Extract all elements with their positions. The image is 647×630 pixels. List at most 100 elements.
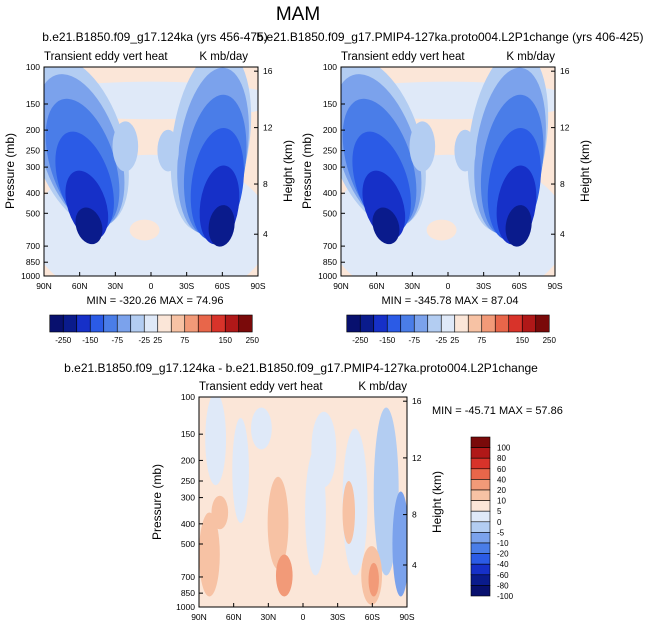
colorbar-label: -25 [435, 336, 447, 345]
y-tick-label: 250 [181, 476, 195, 486]
colorbar-swatch [467, 314, 483, 333]
colorbar-swatch [130, 314, 145, 333]
y-tick-label: 500 [26, 208, 40, 218]
difference-contour [211, 495, 229, 530]
x-tick-label: 90S [547, 281, 562, 291]
colorbar-swatch [470, 532, 491, 544]
colorbar-swatch [211, 314, 226, 333]
contour-layers [44, 67, 258, 276]
colorbar-swatch [359, 314, 375, 333]
x-tick-label: 30S [476, 281, 491, 291]
colorbar-swatch [470, 574, 491, 586]
difference-contour [368, 562, 379, 597]
panel-2-right-string: K mb/day [506, 51, 555, 63]
panel-3-stats: MIN = -45.71 MAX = 57.86 [432, 405, 563, 417]
panel-3-right-string: K mb/day [358, 381, 407, 393]
colorbar-label: 250 [246, 336, 260, 345]
colorbar-swatch [427, 314, 442, 333]
difference-contour [311, 411, 337, 488]
difference-contour [267, 476, 289, 570]
colorbar-swatch [494, 314, 510, 333]
colorbar-swatch [400, 314, 415, 333]
colorbar-label: -60 [497, 571, 509, 580]
x-tick-label: 30N [108, 281, 124, 291]
colorbar-label: 150 [516, 336, 530, 345]
panel-1-title: b.e21.B1850.f09_g17.124ka (yrs 456-475) [42, 30, 268, 44]
panel-2-colorbar: -250 -150 -75 -25 25 75 150 250 [346, 314, 557, 345]
y-tick-label: 700 [181, 572, 195, 582]
y-tick-label: 400 [181, 519, 195, 529]
y-tick-label: 250 [323, 146, 337, 156]
x-tick-label: 60N [72, 281, 88, 291]
colorbar-label: 60 [497, 465, 506, 474]
colorbar-label: -100 [497, 592, 514, 601]
panel-1-right-string: K mb/day [199, 51, 248, 63]
panel-1: b.e21.B1850.f09_g17.124ka (yrs 456-475) … [3, 30, 295, 345]
panel-3-left-string: Transient eddy vert heat [199, 381, 323, 393]
colorbar-swatch [470, 521, 491, 533]
y-tick-label: 250 [26, 146, 40, 156]
panel-3-y2label: Height (km) [430, 471, 444, 533]
difference-contour [275, 554, 293, 597]
difference-layers [199, 397, 407, 607]
y2-tick-label: 8 [560, 179, 565, 189]
panel-2-left-string: Transient eddy vert heat [341, 51, 465, 63]
x-tick-label: 0 [149, 281, 154, 291]
colorbar-swatch [224, 314, 240, 333]
y2-tick-label: 12 [560, 123, 570, 133]
colorbar-swatch [470, 542, 491, 554]
y-tick-label: 500 [323, 208, 337, 218]
contour-layers [341, 67, 555, 276]
colorbar-swatch [481, 314, 496, 333]
colorbar-label: 5 [497, 507, 502, 516]
colorbar-label: 250 [543, 336, 557, 345]
sh-storm-track-contour [505, 205, 532, 247]
colorbar-swatch [76, 314, 91, 333]
equatorial-positive-patch [129, 219, 160, 241]
colorbar-swatch [103, 314, 118, 333]
colorbar-swatch [470, 468, 491, 480]
panel-3: b.e21.B1850.f09_g17.124ka - b.e21.B1850.… [64, 361, 563, 622]
panel-1-colorbar: -250 -150 -75 -25 25 75 150 250 [49, 314, 260, 345]
colorbar-label: -80 [497, 581, 509, 590]
y2-tick-label: 4 [412, 560, 417, 570]
y2-tick-label: 12 [412, 453, 422, 463]
colorbar-swatch [184, 314, 199, 333]
y-tick-label: 150 [323, 99, 337, 109]
difference-contour [205, 397, 227, 486]
x-tick-label: 60S [365, 612, 380, 622]
y-tick-label: 1000 [21, 271, 40, 281]
x-tick-label: 90S [250, 281, 265, 291]
y-tick-label: 850 [181, 588, 195, 598]
colorbar-swatch [238, 314, 253, 333]
equatorial-positive-patch [426, 219, 457, 241]
colorbar-swatch [508, 314, 523, 333]
colorbar-label: -10 [497, 539, 509, 548]
colorbar-swatch [470, 510, 491, 523]
colorbar-label: 10 [497, 497, 506, 506]
colorbar-swatch [62, 314, 78, 333]
colorbar-swatch [470, 553, 491, 565]
colorbar-label: -250 [352, 336, 369, 345]
x-tick-label: 90N [36, 281, 52, 291]
colorbar-label: 150 [219, 336, 233, 345]
y-tick-label: 700 [26, 241, 40, 251]
panel-3-ylabel: Pressure (mb) [150, 464, 164, 540]
colorbar-label: -5 [497, 528, 505, 537]
colorbar-swatch [116, 314, 132, 333]
colorbar-swatch [470, 436, 491, 448]
colorbar-label: 80 [497, 454, 506, 463]
y2-tick-label: 4 [263, 229, 268, 239]
colorbar-swatch [535, 314, 550, 333]
colorbar-swatch [440, 314, 456, 333]
difference-contour [373, 407, 399, 576]
colorbar-label: -20 [497, 550, 509, 559]
colorbar-swatch [470, 447, 491, 459]
x-tick-label: 0 [446, 281, 451, 291]
x-tick-label: 90S [399, 612, 414, 622]
colorbar-swatch [470, 585, 491, 597]
colorbar-label: 25 [450, 336, 459, 345]
colorbar-swatch [197, 314, 213, 333]
difference-contour [199, 512, 220, 597]
panel-1-left-string: Transient eddy vert heat [44, 51, 168, 63]
